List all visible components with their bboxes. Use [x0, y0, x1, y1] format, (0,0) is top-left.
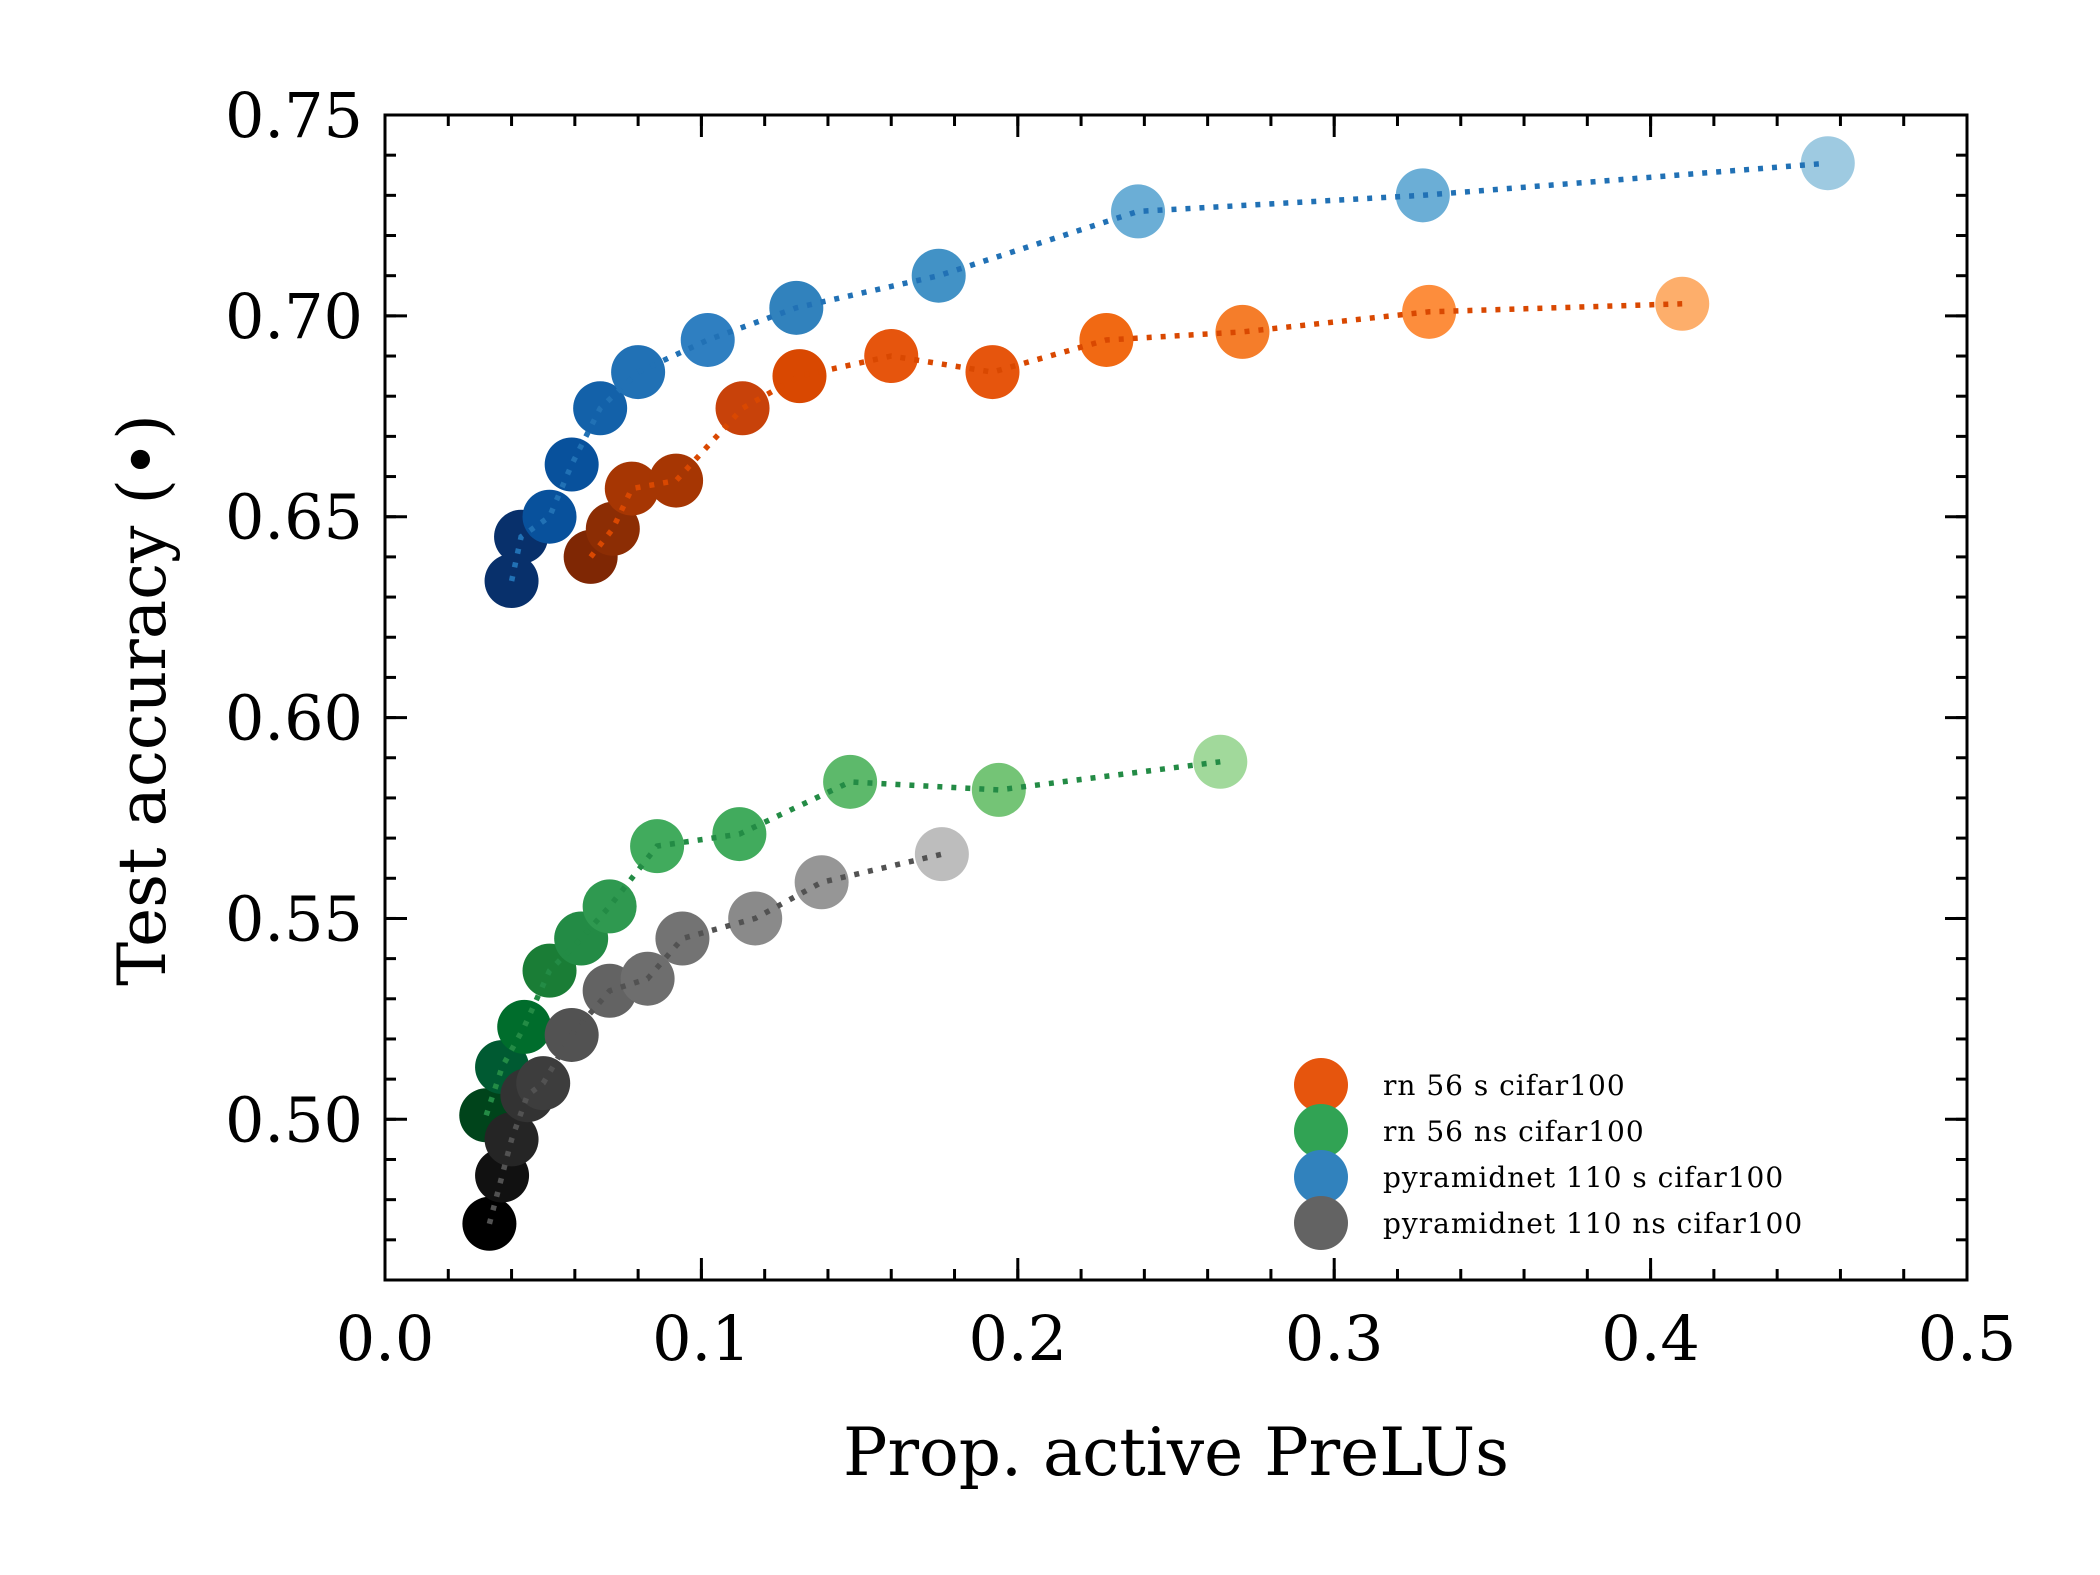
- point-rn-56-s-cifar100-4: [715, 381, 770, 436]
- point-pyramidnet-110-s-cifar100-8: [911, 248, 966, 303]
- line-pyramidnet-110-ns-cifar100: [486, 851, 943, 1225]
- legend-label-rn-56-ns-cifar100: rn 56 ns cifar100: [1383, 1115, 1645, 1148]
- point-pyramidnet-110-s-cifar100-9: [1111, 184, 1166, 239]
- line-rn-56-s-cifar100: [588, 301, 1683, 559]
- y-tick-label: 0.75: [225, 79, 363, 152]
- point-rn-56-s-cifar100-5: [772, 349, 827, 404]
- legend-label-rn-56-s-cifar100: rn 56 s cifar100: [1383, 1069, 1626, 1102]
- legend-marker-rn-56-ns-cifar100: [1294, 1104, 1348, 1158]
- axis-ticks: [383, 113, 1969, 1282]
- x-tick-label: 0.3: [1285, 1302, 1384, 1375]
- point-pyramidnet-110-s-cifar100-0: [484, 554, 539, 608]
- legend-marker-rn-56-s-cifar100: [1294, 1058, 1348, 1112]
- legend-marker-pyramidnet-110-ns-cifar100: [1294, 1196, 1348, 1250]
- point-pyramidnet-110-s-cifar100-10: [1395, 168, 1450, 223]
- y-tick-label: 0.70: [225, 280, 363, 353]
- legend-label-pyramidnet-110-ns-cifar100: pyramidnet 110 ns cifar100: [1383, 1207, 1803, 1240]
- line-pyramidnet-110-s-cifar100: [508, 160, 1829, 582]
- line-rn-56-ns-cifar100: [483, 759, 1221, 1117]
- legend-label-pyramidnet-110-s-cifar100: pyramidnet 110 s cifar100: [1383, 1161, 1784, 1194]
- point-pyramidnet-110-s-cifar100-6: [680, 312, 735, 367]
- point-pyramidnet-110-ns-cifar100-10: [794, 855, 849, 910]
- axis-tick-labels: 0.0 0.1 0.2 0.3 0.4 0.5 0.50 0.55 0.60 0.65 0.70 0.…: [225, 79, 2016, 1375]
- point-pyramidnet-110-ns-cifar100-11: [914, 827, 969, 882]
- legend: rn 56 s cifar100 rn 56 ns cifar100 pyramid…: [1294, 1058, 1803, 1250]
- x-tick-label: 0.4: [1601, 1302, 1700, 1375]
- x-tick-label: 0.2: [968, 1302, 1067, 1375]
- y-tick-label: 0.60: [225, 682, 363, 755]
- point-rn-56-s-cifar100-2: [604, 461, 659, 516]
- y-axis-label: Test accuracy (•): [104, 414, 181, 986]
- point-rn-56-s-cifar100-7: [965, 345, 1020, 400]
- x-tick-label: 0.1: [652, 1302, 751, 1375]
- point-rn-56-ns-cifar100-8: [823, 754, 878, 809]
- plot-frame: [383, 113, 1969, 1282]
- point-rn-56-s-cifar100-3: [649, 453, 704, 508]
- point-rn-56-ns-cifar100-5: [582, 879, 637, 934]
- legend-marker-pyramidnet-110-s-cifar100: [1294, 1150, 1348, 1204]
- x-tick-label: 0.0: [336, 1302, 435, 1375]
- point-pyramidnet-110-s-cifar100-2: [522, 489, 577, 544]
- point-pyramidnet-110-s-cifar100-11: [1800, 136, 1855, 191]
- point-pyramidnet-110-ns-cifar100-8: [655, 911, 710, 966]
- series-points: [459, 136, 1855, 1251]
- x-axis-label: Prop. active PreLUs: [843, 1414, 1509, 1491]
- point-rn-56-ns-cifar100-9: [971, 762, 1026, 817]
- y-tick-label: 0.55: [225, 882, 363, 955]
- point-rn-56-ns-cifar100-2: [497, 999, 552, 1054]
- point-rn-56-s-cifar100-9: [1215, 304, 1270, 359]
- point-pyramidnet-110-s-cifar100-3: [544, 437, 599, 492]
- point-rn-56-s-cifar100-11: [1655, 276, 1710, 331]
- y-tick-label: 0.50: [225, 1083, 363, 1156]
- y-tick-label: 0.65: [225, 481, 363, 554]
- x-tick-label: 0.5: [1918, 1302, 2017, 1375]
